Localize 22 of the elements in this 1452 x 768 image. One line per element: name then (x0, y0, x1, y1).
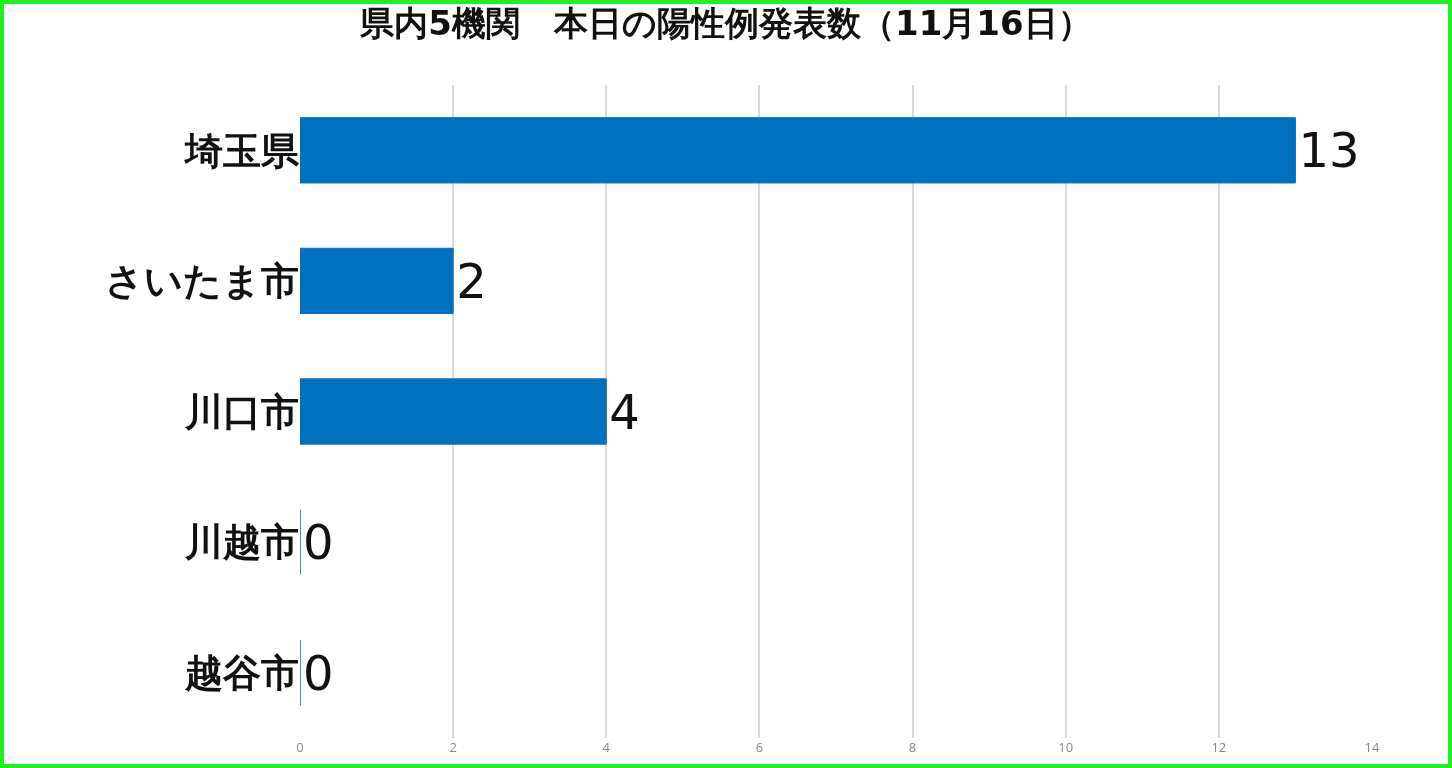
x-tick-label: 0 (296, 738, 304, 756)
x-tick-label: 10 (1058, 738, 1074, 756)
bar (300, 117, 1296, 184)
data-label: 4 (609, 383, 640, 440)
y-tick-label: 川越市 (184, 520, 299, 565)
x-tick-label: 8 (908, 738, 917, 756)
y-tick-label: さいたま市 (105, 259, 299, 304)
bar (300, 247, 454, 315)
chart-title: 県内5機関 本日の陽性例発表数（11月16日） (359, 3, 1092, 44)
bar (300, 378, 607, 445)
y-tick-label: 川口市 (184, 389, 299, 434)
x-tick-label: 12 (1211, 738, 1227, 756)
data-label: 13 (1298, 122, 1360, 179)
y-tick-label: 越谷市 (184, 651, 299, 695)
x-tick-label: 4 (602, 738, 611, 756)
x-tick-label: 2 (449, 738, 457, 756)
data-label: 0 (303, 644, 334, 701)
data-label: 2 (456, 252, 487, 309)
data-label: 0 (303, 514, 334, 571)
y-tick-label: 埼玉県 (183, 128, 300, 173)
x-tick-label: 6 (755, 738, 764, 756)
x-tick-label: 14 (1364, 738, 1380, 756)
